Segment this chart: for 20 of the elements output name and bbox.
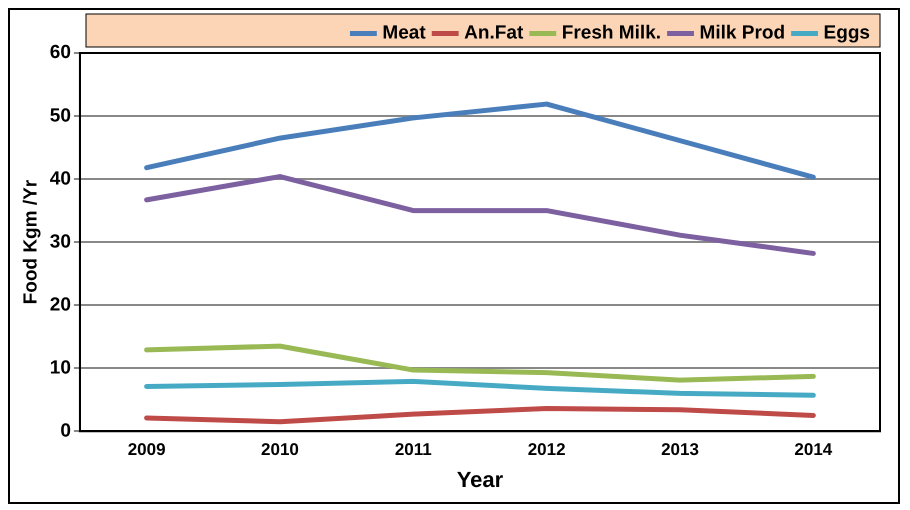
y-tick-label: 10 bbox=[50, 357, 71, 378]
x-tick-label: 2012 bbox=[528, 440, 566, 460]
y-tick-label: 60 bbox=[50, 42, 71, 64]
x-axis-title: Year bbox=[456, 466, 504, 492]
x-tick-label: 2010 bbox=[261, 440, 299, 460]
x-tick-label: 2014 bbox=[794, 440, 833, 460]
legend-label: Fresh Milk. bbox=[562, 22, 662, 44]
y-tick-label: 30 bbox=[50, 231, 71, 252]
legend-label: An.Fat bbox=[464, 22, 524, 44]
legend-label: Eggs bbox=[824, 22, 870, 44]
x-tick-label: 2011 bbox=[394, 440, 432, 460]
legend-label: Meat bbox=[382, 22, 426, 44]
legend-label: Milk Prod bbox=[700, 22, 786, 44]
x-tick-label: 2009 bbox=[128, 440, 166, 460]
y-axis-title: Food Kgm /Yr bbox=[20, 179, 42, 304]
y-tick-label: 20 bbox=[50, 294, 71, 316]
y-tick-label: 50 bbox=[50, 105, 71, 126]
x-tick-label: 2013 bbox=[661, 440, 699, 460]
y-tick-label: 40 bbox=[50, 168, 71, 190]
y-tick-label: 0 bbox=[60, 420, 71, 442]
